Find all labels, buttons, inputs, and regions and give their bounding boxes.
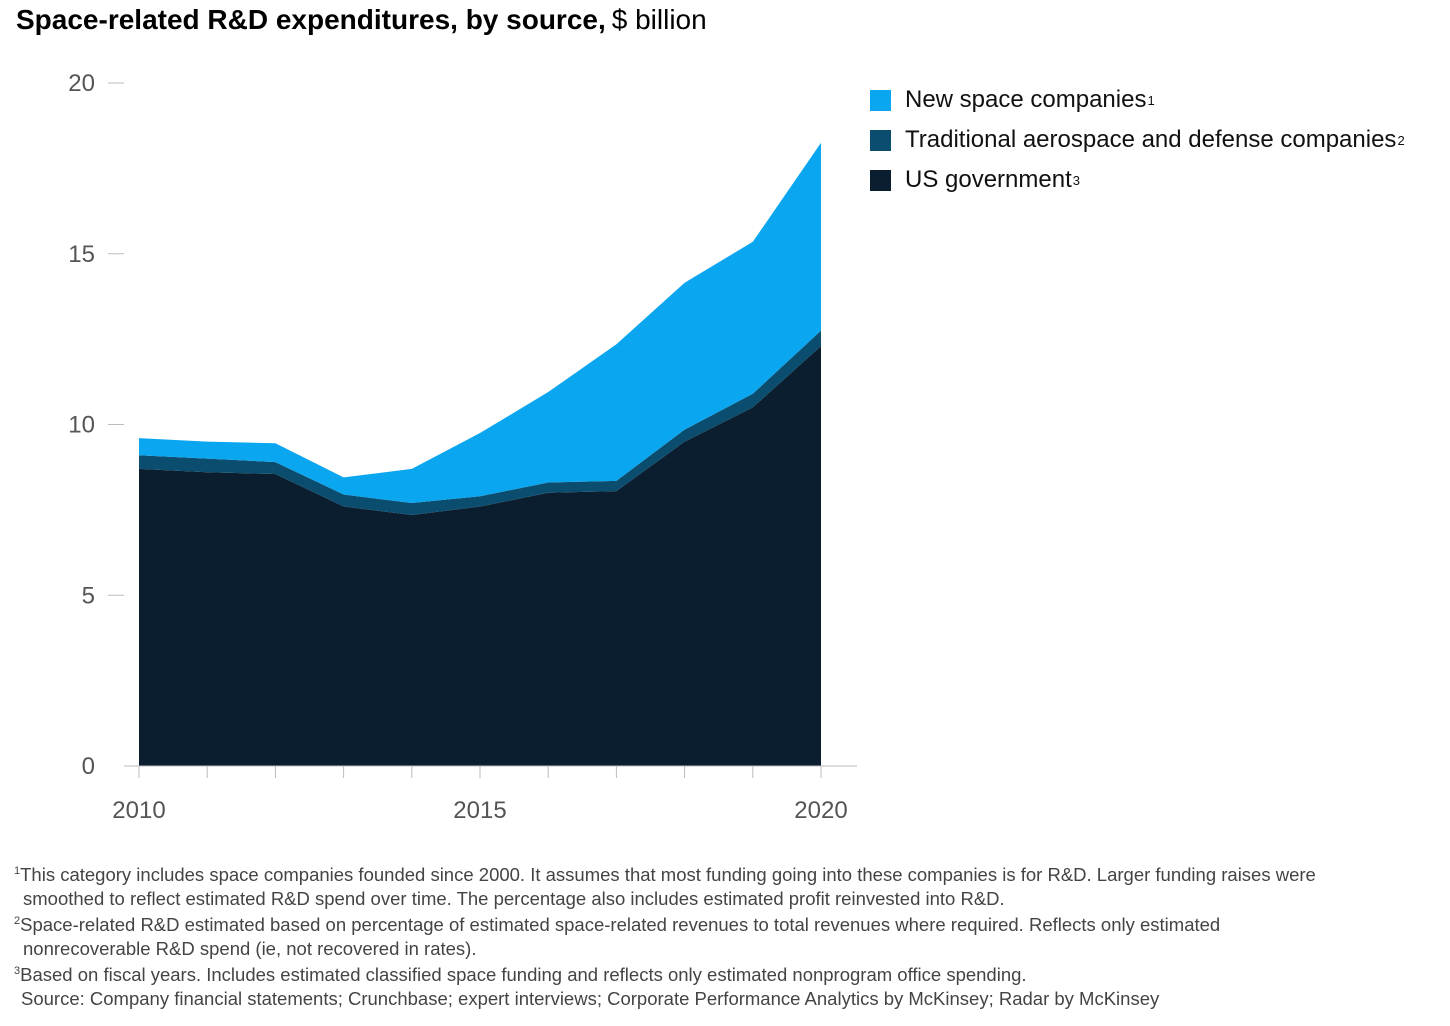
footnote-3: 3Based on fiscal years. Includes estimat… <box>14 960 1444 987</box>
footnote-3-marker: 3 <box>14 965 21 978</box>
source-note: Source: Company financial statements; Cr… <box>21 987 1160 1009</box>
footnote-1: 1This category includes space companies … <box>14 860 1444 910</box>
area-chart: 0 5 10 15 20 2010 2015 2020 <box>68 70 857 824</box>
area-series-new-space-companies <box>139 142 821 504</box>
legend-label-new-space: New space companies <box>905 86 1147 113</box>
chart-title-main: Space-related R&D expenditures, by sourc… <box>16 4 606 35</box>
footnote-3-line-1: Based on fiscal years. Includes estimate… <box>20 964 1027 986</box>
x-tick-label: 2020 <box>794 797 847 824</box>
footnote-2-line-2: nonrecoverable R&D spend (ie, not recove… <box>23 937 477 959</box>
legend-swatch-traditional <box>870 129 891 151</box>
tick-labels: 0 5 10 15 20 2010 2015 2020 <box>68 70 847 824</box>
y-tick-label: 5 <box>82 582 95 609</box>
legend-swatch-us-government <box>870 169 891 191</box>
legend-item-us-government: US government 3 <box>870 160 1405 200</box>
area-series-us-government <box>139 345 821 766</box>
x-tick-label: 2010 <box>112 797 165 824</box>
footnote-1-line-1: This category includes space companies f… <box>20 864 1316 886</box>
legend-swatch-new-space <box>870 89 891 111</box>
footnote-2-line-1: Space-related R&D estimated based on per… <box>20 914 1221 936</box>
series-areas <box>139 142 821 766</box>
legend: New space companies 1 Traditional aerospa… <box>870 80 1405 200</box>
chart-title: Space-related R&D expenditures, by sourc… <box>16 4 707 36</box>
footnote-1-marker: 1 <box>14 865 21 877</box>
footnote-1-line-2: smoothed to reflect estimated R&D spend … <box>23 887 1005 909</box>
x-tick-label: 2015 <box>453 797 506 824</box>
legend-sup-us-government: 3 <box>1072 172 1080 188</box>
y-tick-label: 10 <box>68 412 95 439</box>
legend-sup-new-space: 1 <box>1147 92 1155 108</box>
chart-title-unit: $ billion <box>611 4 707 35</box>
legend-label-traditional: Traditional aerospace and defense compan… <box>905 126 1397 153</box>
legend-item-new-space: New space companies 1 <box>870 80 1405 120</box>
legend-label-us-government: US government <box>905 166 1072 193</box>
y-tick-label: 15 <box>68 241 95 268</box>
legend-item-traditional: Traditional aerospace and defense compan… <box>870 120 1405 160</box>
footnotes: 1This category includes space companies … <box>14 860 1444 1010</box>
legend-sup-traditional: 2 <box>1397 132 1405 148</box>
y-tick-label: 20 <box>68 70 95 97</box>
axes <box>124 765 857 778</box>
footnote-2-marker: 2 <box>14 915 21 928</box>
footnote-2: 2Space-related R&D estimated based on pe… <box>14 910 1444 960</box>
y-tick-label: 0 <box>82 753 95 780</box>
